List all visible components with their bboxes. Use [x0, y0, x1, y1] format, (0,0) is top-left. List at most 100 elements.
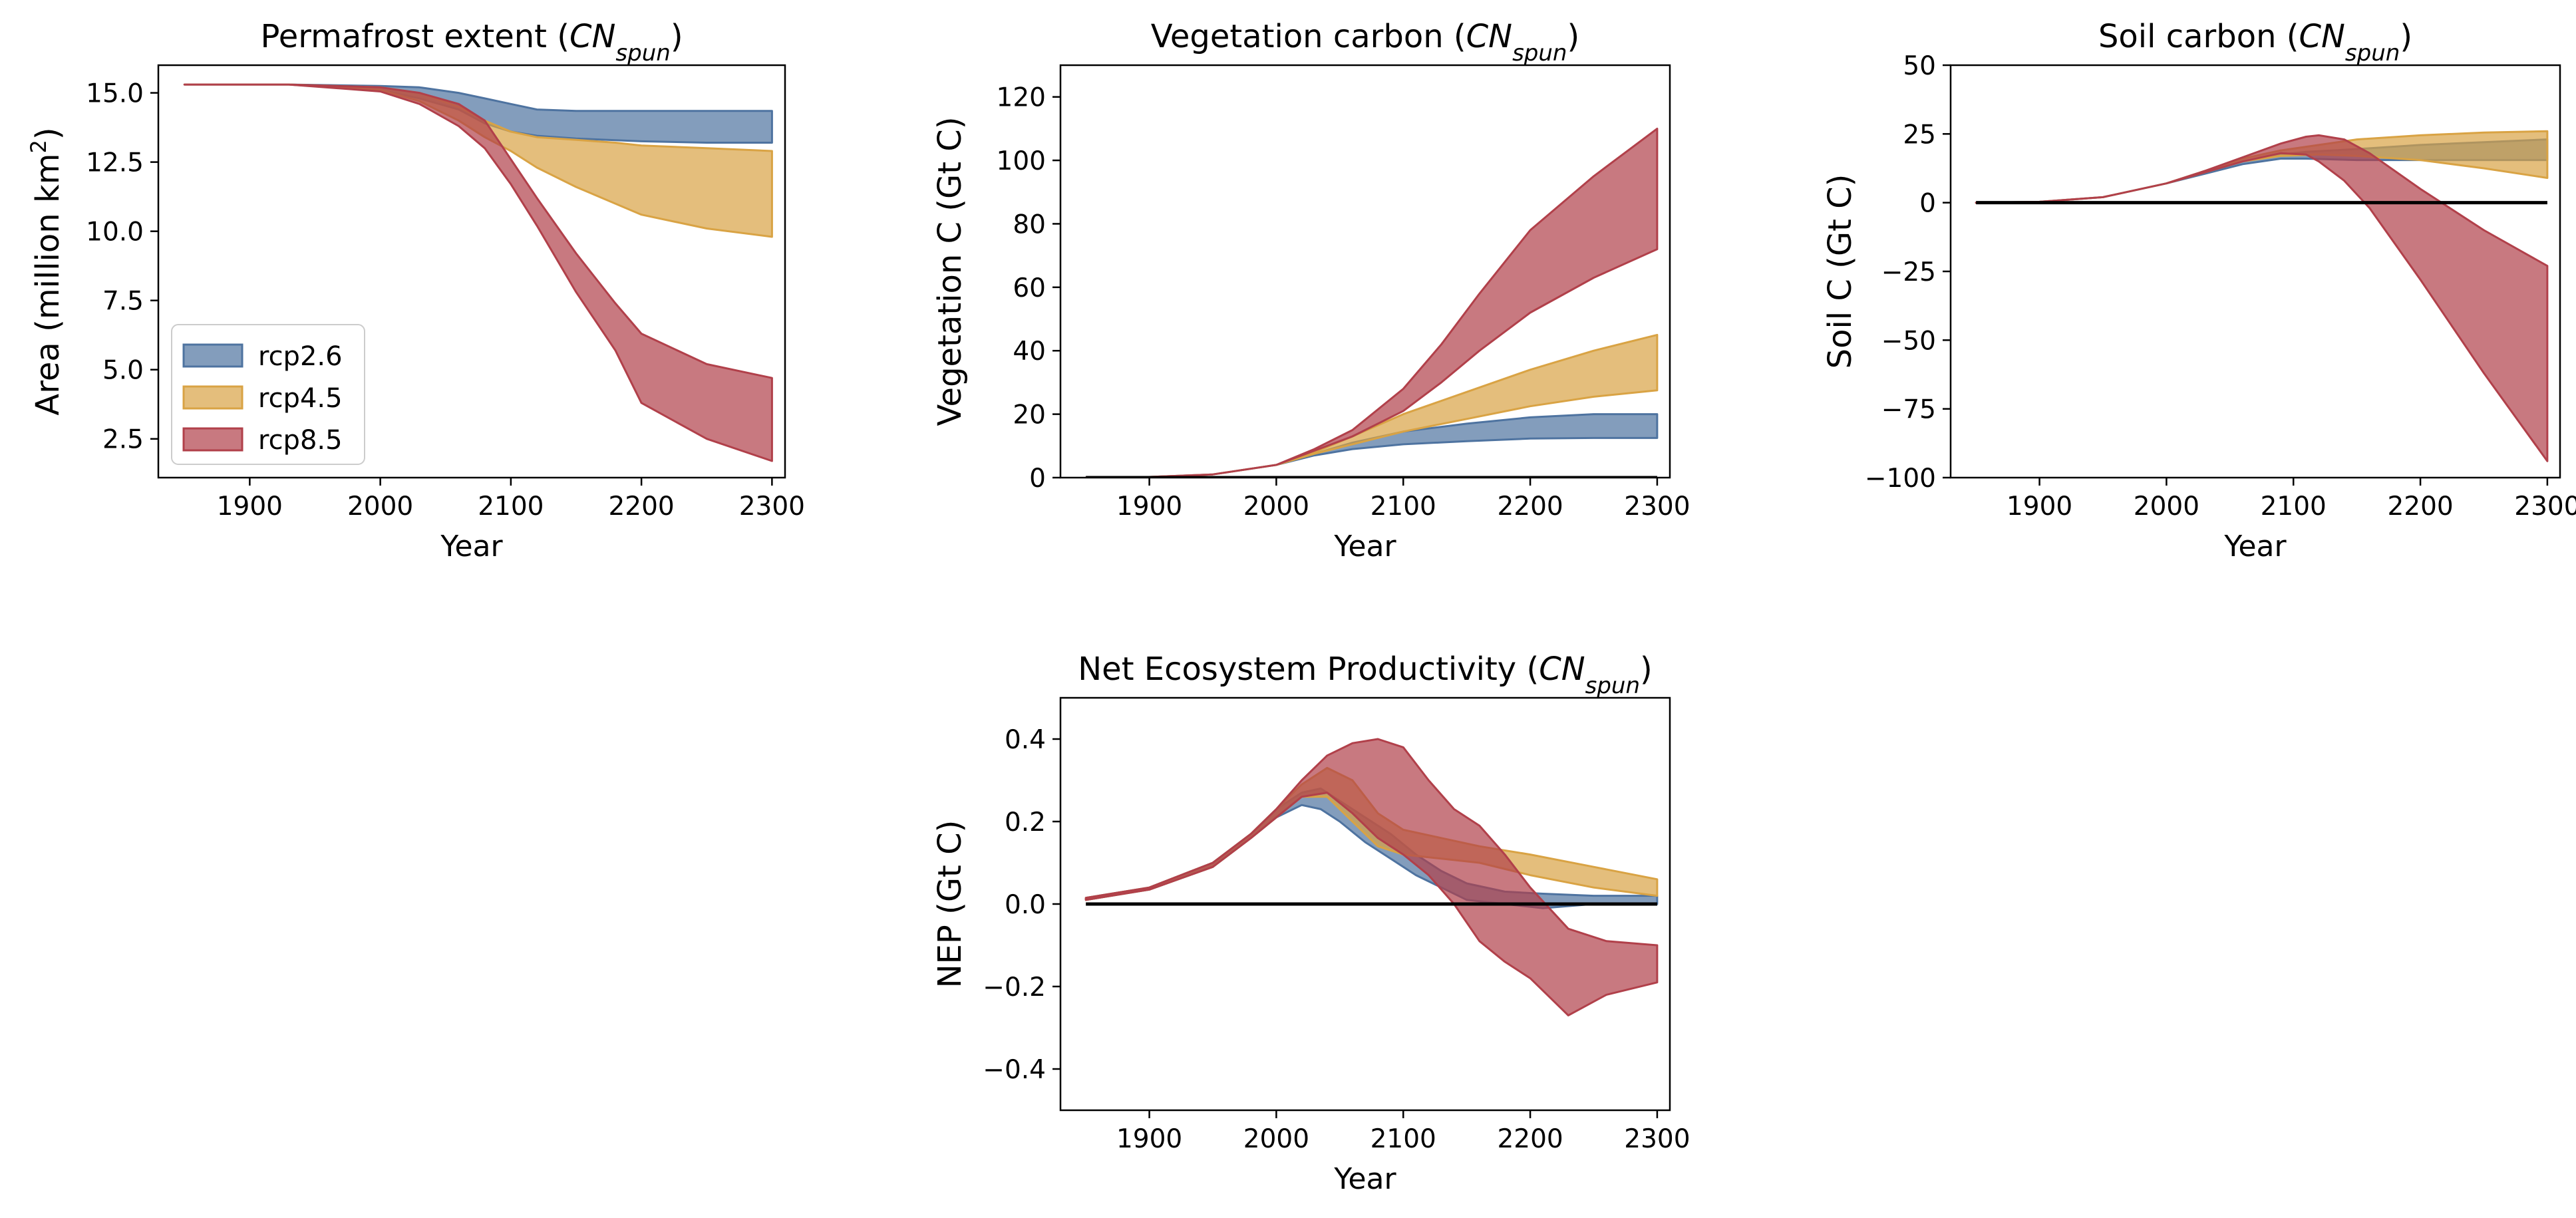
series-band-rcp4.5 [1975, 130, 2549, 204]
chart-title: Permafrost extent (CNspun) [260, 18, 683, 67]
x-tick-label: 2100 [1370, 492, 1436, 522]
x-axis-label: Year [1333, 530, 1396, 563]
chart-title: Vegetation carbon (CNspun) [1151, 18, 1579, 67]
y-axis-label: NEP (Gt C) [931, 820, 969, 989]
x-tick-label: 2000 [347, 492, 413, 522]
chart-vegetation: 1900 2000 2100 2200 2300 0 20 40 60 80 100 120 Year V… [931, 18, 1690, 563]
x-tick-label: 2300 [739, 492, 805, 522]
y-tick-label: 60 [1013, 273, 1046, 303]
chart-title-text: Vegetation carbon ( [1151, 18, 1466, 55]
chart-title-close: ) [1640, 651, 1653, 688]
y-axis-label-text: NEP (Gt C) [931, 820, 969, 989]
y-tick-label: −75 [1881, 395, 1936, 425]
y-axis-label: Area (million km2) [26, 127, 67, 415]
y-tick-label: −50 [1881, 326, 1936, 356]
chart-title-close: ) [671, 18, 683, 55]
legend-swatch-rcp2.6 [182, 343, 243, 368]
y-tick-label: 12.5 [86, 148, 144, 178]
y-tick-label: −25 [1881, 257, 1936, 287]
chart-title-text: Soil carbon ( [2098, 18, 2299, 55]
x-tick-label: 2100 [2261, 492, 2327, 522]
plot-area [1084, 738, 1659, 1016]
x-tick-label: 1900 [2007, 492, 2072, 522]
chart-title-text: Net Ecosystem Productivity ( [1078, 651, 1539, 688]
x-tick-label: 2100 [478, 492, 544, 522]
x-tick-label: 2200 [1497, 492, 1563, 522]
y-axis-label-text: Area (million km [29, 153, 67, 415]
x-tick-label: 2100 [1370, 1124, 1436, 1154]
x-tick-label: 2200 [608, 492, 674, 522]
series-band-rcp4.5 [1084, 333, 1659, 478]
chart-title-close: ) [2400, 18, 2412, 55]
y-axis-label: Soil C (Gt C) [1822, 174, 1859, 369]
x-tick-label: 2300 [1624, 492, 1690, 522]
y-tick-label: 0.0 [1005, 890, 1046, 920]
chart-title-symbol: CN [2299, 18, 2344, 55]
chart-permafrost: 1900 2000 2100 2200 2300 2.5 5.0 7.5 10.0 12.5 15.… [26, 18, 805, 563]
y-tick-label: 0.4 [1005, 725, 1046, 755]
chart-soil: 1900 2000 2100 2200 2300 −100 −75 −50 −25 0 25 50 Ye… [1822, 18, 2576, 563]
y-tick-label: 15.0 [86, 79, 144, 109]
y-tick-label: −0.2 [983, 973, 1046, 1002]
chart-title: Net Ecosystem Productivity (CNspun) [1078, 651, 1653, 699]
y-tick-label: 50 [1903, 51, 1936, 81]
x-axis-label: Year [1333, 1162, 1396, 1196]
y-axis-label-text: Vegetation C (Gt C) [931, 116, 969, 426]
chart-title: Soil carbon (CNspun) [2098, 18, 2412, 67]
chart-title-subscript: spun [1512, 40, 1567, 67]
x-tick-label: 2300 [1624, 1124, 1690, 1154]
plot-area [1084, 127, 1659, 478]
x-tick-label: 1900 [1116, 1124, 1182, 1154]
y-tick-label: 5.0 [102, 356, 144, 386]
y-tick-label: 20 [1013, 400, 1046, 430]
axes-frame [1059, 64, 1671, 479]
x-tick-label: 1900 [217, 492, 283, 522]
series-band-rcp8.5 [1975, 134, 2549, 462]
chart-title-subscript: spun [2345, 40, 2400, 67]
y-tick-label: 10.0 [86, 218, 144, 247]
y-tick-label: 40 [1013, 337, 1046, 367]
y-tick-label: 0 [1029, 464, 1046, 494]
y-axis-label-text: Soil C (Gt C) [1822, 174, 1859, 369]
x-axis-label: Year [440, 530, 503, 563]
legend-swatch-rcp8.5 [182, 427, 243, 452]
plot-area [1975, 130, 2549, 462]
y-axis-label-sup: 2 [26, 140, 51, 153]
x-tick-label: 1900 [1116, 492, 1182, 522]
chart-title-subscript: spun [1585, 673, 1640, 699]
chart-title-symbol: CN [569, 18, 615, 55]
y-axis-label: Vegetation C (Gt C) [931, 116, 969, 426]
chart-title-symbol: CN [1466, 18, 1512, 55]
y-tick-label: 2.5 [102, 425, 144, 455]
chart-title-text: Permafrost extent ( [260, 18, 569, 55]
y-tick-label: 25 [1903, 120, 1936, 150]
y-tick-label: 120 [997, 83, 1046, 113]
chart-title-close: ) [1567, 18, 1579, 55]
chart-title-subscript: spun [615, 40, 670, 67]
x-tick-label: 2000 [1243, 492, 1309, 522]
series-band-rcp8.5 [1084, 738, 1659, 1016]
axes-frame [157, 64, 786, 479]
x-tick-label: 2000 [1243, 1124, 1309, 1154]
y-axis-label-close: ) [29, 127, 67, 140]
y-tick-label: −0.4 [983, 1055, 1046, 1085]
legend: rcp2.6 rcp4.5 rcp8.5 [171, 324, 365, 465]
legend-label-rcp4.5: rcp4.5 [258, 383, 343, 414]
legend-label-rcp2.6: rcp2.6 [258, 341, 343, 372]
x-tick-label: 2200 [1497, 1124, 1563, 1154]
y-tick-label: −100 [1865, 464, 1936, 494]
legend-label-rcp8.5: rcp8.5 [258, 425, 343, 456]
series-band-rcp8.5 [183, 83, 773, 462]
y-tick-label: 80 [1013, 210, 1046, 239]
x-tick-label: 2300 [2514, 492, 2576, 522]
chart-nep: 1900 2000 2100 2200 2300 −0.4 −0.2 0.0 0.2 0.4 Yea… [931, 651, 1690, 1196]
y-tick-label: 7.5 [102, 287, 144, 317]
y-tick-label: 100 [997, 146, 1046, 176]
legend-swatch-rcp4.5 [182, 385, 243, 410]
y-tick-label: 0 [1919, 189, 1936, 219]
x-axis-label: Year [2223, 530, 2287, 563]
chart-title-symbol: CN [1539, 651, 1585, 688]
series-band-rcp8.5 [1084, 127, 1659, 478]
x-tick-label: 2000 [2134, 492, 2199, 522]
